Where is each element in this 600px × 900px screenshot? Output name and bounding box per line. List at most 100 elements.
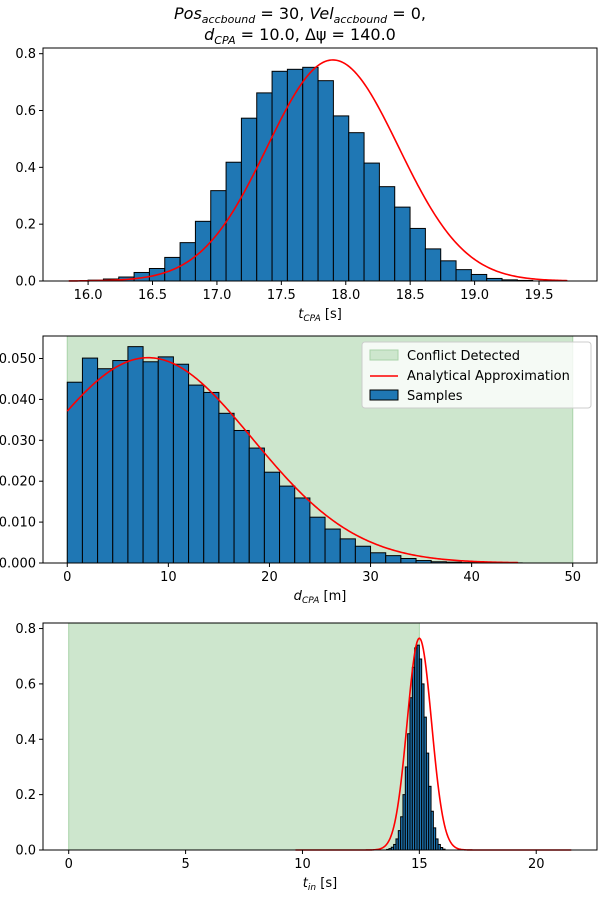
x-tick-label: 18.0 [331,288,360,303]
histogram-bar [194,220,212,282]
y-tick-label: 0.8 [15,47,36,62]
histogram-bar [294,497,311,564]
histogram-bar [302,66,319,282]
y-tick-label: 0.8 [15,622,36,637]
legend-entry-label: Conflict Detected [407,349,520,364]
title-line-2: dCPA = 10.0, Δψ = 140.0 [204,25,396,47]
x-tick-label: 16.0 [74,288,103,303]
y-tick-label: 0.010 [0,516,36,531]
legend-box [361,341,592,409]
histogram-bar [112,360,129,564]
x-axis-label-t_in: tin [s] [303,876,337,893]
axes-frame-t_cpa [42,47,598,282]
figure-title: Posaccbound = 30, Velaccbound = 0, dCPA … [174,4,426,47]
histogram-bar [409,227,426,282]
y-tick-label: 0.0 [15,275,36,290]
y-tick-label: 0.4 [15,733,36,748]
histogram-bar [271,70,288,282]
histogram-bar [81,357,99,564]
histogram-bar [127,346,144,564]
legend-entry-label: Samples [407,389,463,404]
y-tick-label: 0.020 [0,475,36,490]
histogram-bar [400,558,417,564]
histogram-bar [385,555,402,564]
x-tick-label: 17.0 [202,288,231,303]
legend-entry-label: Analytical Approximation [407,369,570,384]
title-line-1: Posaccbound = 30, Velaccbound = 0, [174,4,426,26]
x-tick-label: 10 [160,570,177,585]
histogram-bar [218,412,235,564]
conflict-shade-t_in [68,622,420,851]
y-tick-label: 0.000 [0,557,36,572]
histogram-bar [309,516,326,564]
histogram-bar [263,471,281,564]
histogram-bar [394,206,411,282]
histogram-bar [363,162,380,282]
legend-swatch-bar [369,389,399,401]
x-tick-label: 0 [65,857,73,872]
y-tick-label: 0.6 [15,104,36,119]
legend: Conflict Detected Analytical Approximatio… [361,341,592,409]
histogram-bar [424,248,442,282]
x-tick-label: 18.5 [396,288,425,303]
legend-swatch-shade [369,349,399,361]
panels: 16.0 16.5 17.0 17.5 18.0 18.5 19.0 19.5 0.0 0.2 0.… [0,47,598,893]
axes-frame-t_in [42,622,598,851]
histogram-bar [370,552,387,564]
y-tick-label: 0.030 [0,434,36,449]
analytical-curve-t_cpa [68,59,568,282]
x-tick-label: 20 [528,857,545,872]
chart-panel-d_cpa: 0 10 20 30 40 50 0.000 0.010 0.020 0.030 0.040 0.05… [0,335,598,606]
histogram-bar [142,361,159,564]
histogram-bar [233,429,250,564]
histogram-bar [324,528,341,564]
histogram-bar [240,117,258,282]
histogram-bar [248,447,265,564]
histogram-bar [286,68,304,282]
axes-frame-d_cpa [42,335,598,564]
x-tick-label: 50 [564,570,581,585]
histogram-bar [348,132,365,282]
y-tick-label: 0.2 [15,788,36,803]
chart-panel-t_in: 0 5 10 15 20 0.0 0.2 0.4 0.6 0.8 tin [s] [15,622,598,893]
x-tick-label: 5 [181,857,189,872]
x-tick-label: 19.0 [460,288,489,303]
histogram-bar [225,161,242,282]
y-tick-label: 0.4 [15,161,36,176]
y-tick-label: 0.050 [0,352,36,367]
x-tick-label: 10 [294,857,311,872]
y-tick-label: 0.040 [0,393,36,408]
analytical-curve-d_cpa [66,356,519,564]
histogram-bar [203,391,220,564]
x-tick-label: 20 [261,570,278,585]
histogram-bar [339,538,356,564]
histogram-bar [188,384,205,564]
histogram-bar [97,368,114,564]
x-tick-label: 30 [362,570,379,585]
histogram-bar [210,190,227,282]
histogram-bar [256,92,273,282]
histogram-bar [455,269,472,282]
histogram-bar [470,273,488,282]
x-tick-label: 19.5 [525,288,554,303]
x-tick-label: 0 [63,570,71,585]
x-tick-label: 17.5 [267,288,296,303]
x-axis-label-t_cpa: tCPA [s] [298,307,342,324]
histogram-bar [279,485,296,564]
y-tick-label: 0.6 [15,677,36,692]
chart-panel-t_cpa: 16.0 16.5 17.0 17.5 18.0 18.5 19.0 19.5 0.0 0.2 0.… [15,47,598,324]
y-tick-label: 0.0 [15,844,36,859]
y-tick-label: 0.2 [15,218,36,233]
histogram-bar [378,186,396,282]
histogram-bar [332,115,350,282]
x-tick-label: 40 [463,570,480,585]
x-axis-label-d_cpa: dCPA [m] [294,589,347,606]
histogram-bar [354,545,372,564]
histogram-bar [317,80,334,282]
x-tick-label: 16.5 [138,288,167,303]
x-tick-label: 15 [411,857,428,872]
histogram-bar [440,260,457,282]
histogram-bar [172,363,190,564]
histogram-bar [157,356,174,564]
